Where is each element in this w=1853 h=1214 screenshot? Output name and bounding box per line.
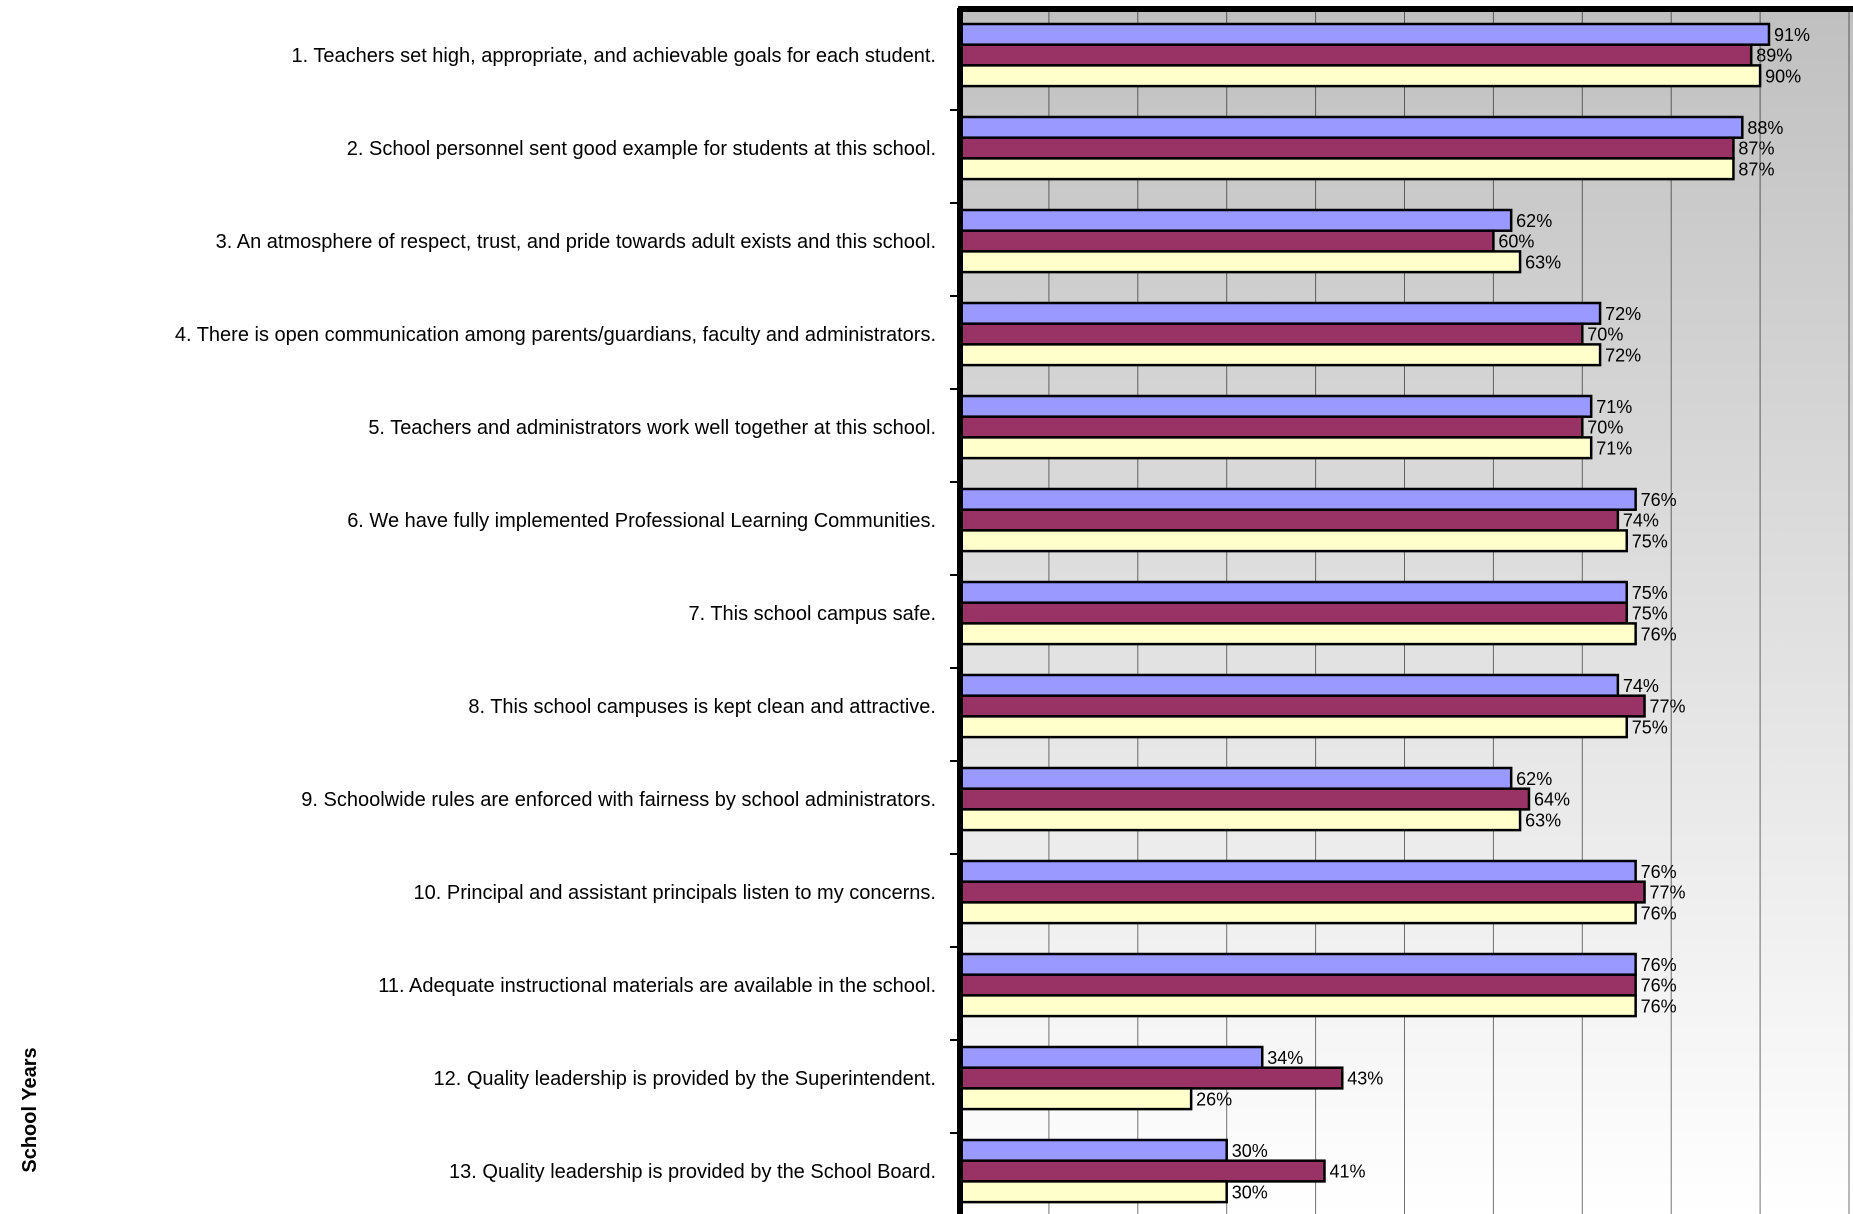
bar [958, 64, 1762, 88]
category-label: 4. There is open communication among par… [175, 324, 936, 346]
bar [958, 436, 1593, 460]
data-label: 62% [1516, 769, 1552, 789]
data-label: 91% [1774, 25, 1810, 45]
data-label: 76% [1641, 490, 1677, 510]
category-label: 9. Schoolwide rules are enforced with fa… [301, 789, 936, 811]
bar [958, 529, 1628, 553]
data-label: 62% [1516, 211, 1552, 231]
bar [958, 208, 1513, 232]
bar [958, 622, 1637, 646]
data-label: 76% [1641, 862, 1677, 882]
data-label: 87% [1738, 139, 1774, 159]
bar [958, 880, 1646, 904]
data-label: 41% [1329, 1162, 1365, 1182]
bar [958, 22, 1771, 46]
data-label: 64% [1534, 790, 1570, 810]
data-label: 60% [1498, 232, 1534, 252]
data-label: 71% [1596, 397, 1632, 417]
data-label: 72% [1605, 345, 1641, 365]
data-label: 75% [1632, 583, 1668, 603]
category-label: 8. This school campuses is kept clean an… [468, 696, 936, 718]
bar [958, 1159, 1326, 1183]
data-label: 75% [1632, 604, 1668, 624]
category-label: 6. We have fully implemented Professiona… [347, 510, 936, 532]
bar [958, 343, 1602, 367]
data-label: 70% [1587, 418, 1623, 438]
bar [958, 973, 1637, 997]
category-label: 5. Teachers and administrators work well… [368, 417, 936, 439]
data-label: 76% [1641, 996, 1677, 1016]
bar [958, 694, 1646, 718]
category-label: 1. Teachers set high, appropriate, and a… [291, 45, 936, 67]
bar [958, 43, 1753, 67]
bar [958, 673, 1620, 697]
category-label: 2. School personnel sent good example fo… [347, 138, 936, 160]
bar [958, 601, 1628, 625]
bar [958, 301, 1602, 325]
category-label: 13. Quality leadership is provided by th… [449, 1161, 936, 1183]
bar [958, 808, 1522, 832]
data-label: 30% [1232, 1141, 1268, 1161]
category-label: 7. This school campus safe. [688, 603, 936, 625]
bar [958, 157, 1735, 181]
data-label: 76% [1641, 903, 1677, 923]
bar [958, 859, 1637, 883]
bar [958, 415, 1584, 439]
bar [958, 136, 1735, 160]
data-label: 89% [1756, 46, 1792, 66]
data-label: 90% [1765, 66, 1801, 86]
data-label: 30% [1232, 1182, 1268, 1202]
category-labels: 1. Teachers set high, appropriate, and a… [175, 45, 936, 1183]
data-label: 74% [1623, 676, 1659, 696]
data-label: 77% [1650, 883, 1686, 903]
bar [958, 1087, 1193, 1111]
data-label: 34% [1267, 1048, 1303, 1068]
bar [958, 115, 1744, 139]
bar [958, 322, 1584, 346]
bar [958, 487, 1637, 511]
bar [958, 1066, 1344, 1090]
value-labels: 91%89%90%88%87%87%62%60%63%72%70%72%71%7… [1196, 25, 1810, 1202]
data-label: 76% [1641, 976, 1677, 996]
bar [958, 229, 1495, 253]
bar [958, 250, 1522, 274]
bar [958, 787, 1531, 811]
data-label: 75% [1632, 717, 1668, 737]
bar [958, 1045, 1264, 1069]
data-label: 76% [1641, 955, 1677, 975]
data-label: 70% [1587, 325, 1623, 345]
bar [958, 1138, 1228, 1162]
data-label: 75% [1632, 531, 1668, 551]
bar [958, 715, 1628, 739]
data-label: 43% [1347, 1069, 1383, 1089]
data-label: 63% [1525, 810, 1561, 830]
data-label: 71% [1596, 438, 1632, 458]
bar [958, 1180, 1228, 1204]
data-label: 87% [1738, 159, 1774, 179]
bar [958, 901, 1637, 925]
category-label: 12. Quality leadership is provided by th… [433, 1068, 936, 1090]
bar [958, 580, 1628, 604]
category-label: 11. Adequate instructional materials are… [378, 975, 936, 997]
data-label: 72% [1605, 304, 1641, 324]
data-label: 26% [1196, 1089, 1232, 1109]
y-axis-title: School Years [19, 1047, 41, 1172]
bar [958, 508, 1620, 532]
category-label: 10. Principal and assistant principals l… [414, 882, 936, 904]
category-label: 3. An atmosphere of respect, trust, and … [216, 231, 936, 253]
data-label: 76% [1641, 624, 1677, 644]
data-label: 88% [1747, 118, 1783, 138]
data-label: 77% [1650, 697, 1686, 717]
bar [958, 394, 1593, 418]
bar [958, 952, 1637, 976]
bar [958, 766, 1513, 790]
data-label: 74% [1623, 511, 1659, 531]
data-label: 63% [1525, 252, 1561, 272]
bar [958, 994, 1637, 1018]
